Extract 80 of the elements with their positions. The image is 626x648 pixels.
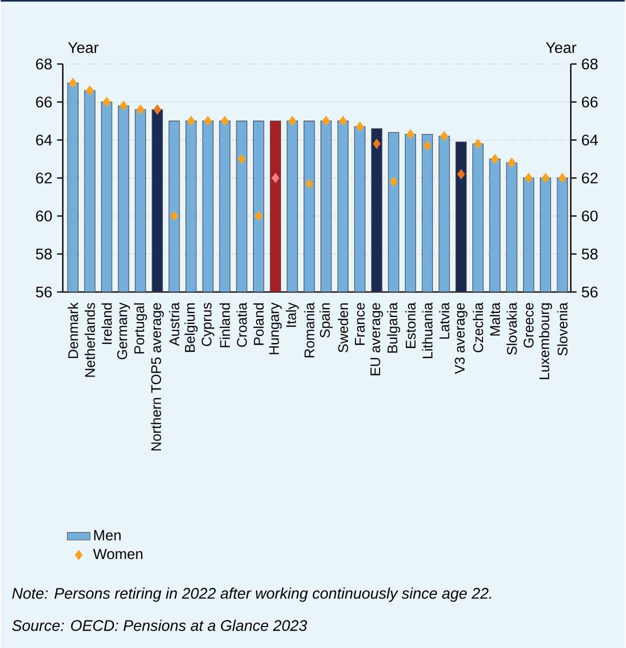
y2-tick-label: 58: [36, 248, 52, 260]
point: [491, 154, 499, 164]
point: [254, 210, 263, 222]
y-tick-label: 58: [582, 248, 598, 260]
y2-tick-label: 62: [36, 172, 52, 184]
x-tick-label: Austria: [169, 302, 180, 346]
x-tick-label: Poland: [254, 303, 264, 345]
y-tick-label: 66: [582, 96, 598, 108]
point: [288, 116, 296, 126]
point: [238, 154, 246, 164]
text: Source: OECD: Pensions at a Glance 2023: [12, 620, 308, 631]
point: [187, 116, 196, 126]
x-tick-label: Croatia: [236, 302, 248, 347]
point: [170, 210, 178, 222]
y-tick-label: 68: [582, 58, 598, 70]
point: [558, 172, 566, 184]
y2-tick-label: 56: [36, 286, 52, 298]
point: [542, 172, 550, 184]
x-tick-label: Portugal: [134, 303, 148, 354]
y-tick-label: 56: [582, 286, 598, 298]
point: [373, 138, 381, 149]
y-tick-label: 62: [582, 172, 598, 184]
x-tick-label: Malta: [490, 302, 500, 336]
text: Year: [546, 42, 576, 54]
y-tick-label: 60: [582, 210, 598, 222]
x-tick-label: Latvia: [439, 302, 450, 339]
x-tick-label: V3 average: [454, 303, 468, 374]
x-tick-label: Hungary: [269, 302, 282, 354]
x-tick-label: Cyprus: [202, 302, 214, 346]
y2-tick-label: 60: [36, 210, 52, 222]
x-tick-label: Germany: [117, 302, 130, 360]
point: [474, 138, 482, 149]
point: [120, 100, 128, 111]
x-tick-label: Belgium: [184, 303, 198, 352]
x-tick-label: Lithuania: [422, 302, 433, 358]
x-tick-label: France: [355, 303, 365, 345]
point: [424, 140, 432, 151]
x-tick-label: Slovenia: [557, 302, 568, 356]
point: [204, 116, 212, 126]
x-tick-label: Spain: [320, 303, 333, 338]
point: [457, 169, 466, 180]
x-tick-label: Luxembourg: [539, 303, 552, 380]
x-tick-label: Estonia: [406, 302, 416, 348]
point: [390, 176, 398, 187]
x-tick-label: Bulgaria: [387, 302, 400, 353]
point: [524, 172, 533, 184]
x-tick-label: Greece: [524, 303, 534, 348]
point: [339, 116, 348, 126]
x-tick-label: Ireland: [102, 303, 112, 344]
text: Note: Persons retiring in 2022 after working continuously since age 22.: [12, 588, 492, 602]
x-tick-label: EU average: [370, 303, 384, 376]
x-tick-label: Italy: [286, 302, 300, 327]
legend-label: Women: [93, 548, 143, 560]
point: [306, 178, 314, 189]
point: [154, 104, 162, 115]
x-tick-label: Slovakia: [506, 302, 518, 355]
x-tick-label: Czechia: [473, 302, 484, 352]
point: [356, 122, 364, 132]
y-tick-label: 64: [582, 134, 598, 146]
point: [508, 158, 516, 168]
point: [221, 116, 229, 126]
x-tick-label: Finland: [220, 303, 230, 348]
point: [322, 116, 330, 126]
x-tick-label: Romania: [304, 302, 315, 358]
point: [86, 86, 94, 96]
legend-label: Men: [94, 530, 121, 540]
point: [69, 78, 77, 88]
point: [103, 96, 111, 108]
y2-tick-label: 66: [36, 96, 52, 108]
y2-tick-label: 64: [36, 134, 52, 146]
text: Year: [68, 42, 99, 54]
point: [136, 104, 144, 115]
point: [406, 129, 415, 140]
point: [272, 172, 280, 184]
y2-tick-label: 68: [36, 58, 52, 70]
x-tick-label: Sweden: [338, 303, 348, 352]
point: [440, 131, 448, 142]
x-tick-label: Netherlands: [84, 302, 96, 377]
x-tick-label: Northern TOP5 average: [150, 303, 164, 450]
x-tick-label: Denmark: [68, 302, 78, 358]
